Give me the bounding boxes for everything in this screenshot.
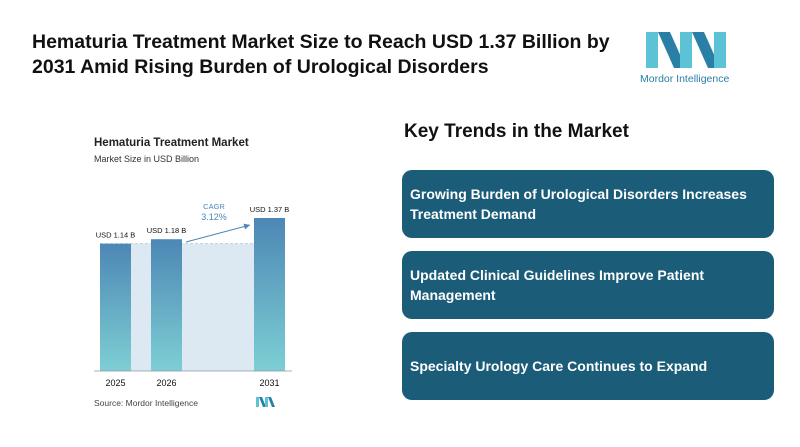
data-label-2025: USD 1.14 B bbox=[96, 231, 136, 240]
trend-card-3-label: Specialty Urology Care Continues to Expa… bbox=[410, 358, 708, 374]
data-label-2026: USD 1.18 B bbox=[147, 226, 187, 235]
trend-card-1-label: Growing Burden of Urological Disorders I… bbox=[410, 186, 747, 222]
x-tick-2031: 2031 bbox=[259, 378, 279, 388]
x-tick-2025: 2025 bbox=[105, 378, 125, 388]
bar-2025 bbox=[100, 243, 131, 371]
bar-2031 bbox=[254, 218, 285, 371]
trend-card-1: Growing Burden of Urological Disorders I… bbox=[402, 170, 774, 238]
trend-card-2: Updated Clinical Guidelines Improve Pati… bbox=[402, 251, 774, 319]
trends-title: Key Trends in the Market bbox=[404, 121, 629, 142]
chart-subtitle: Market Size in USD Billion bbox=[94, 154, 200, 164]
mordor-logo-icon bbox=[646, 32, 726, 68]
logo-text: Mordor Intelligence bbox=[640, 73, 730, 85]
bar-2026 bbox=[151, 239, 182, 371]
cagr-arrow bbox=[185, 223, 251, 243]
trend-card-3: Specialty Urology Care Continues to Expa… bbox=[402, 332, 774, 400]
cagr-label: CAGR bbox=[203, 202, 225, 211]
x-tick-2026: 2026 bbox=[156, 378, 176, 388]
page-headline: Hematuria Treatment Market Size to Reach… bbox=[32, 31, 610, 78]
chart-title: Hematuria Treatment Market bbox=[94, 137, 249, 149]
trend-card-2-label: Updated Clinical Guidelines Improve Pati… bbox=[410, 267, 705, 303]
cagr-value: 3.12% bbox=[201, 212, 227, 222]
chart-source: Source: Mordor Intelligence bbox=[94, 398, 198, 408]
data-label-2031: USD 1.37 B bbox=[250, 205, 290, 214]
small-mordor-logo-icon bbox=[256, 397, 275, 407]
